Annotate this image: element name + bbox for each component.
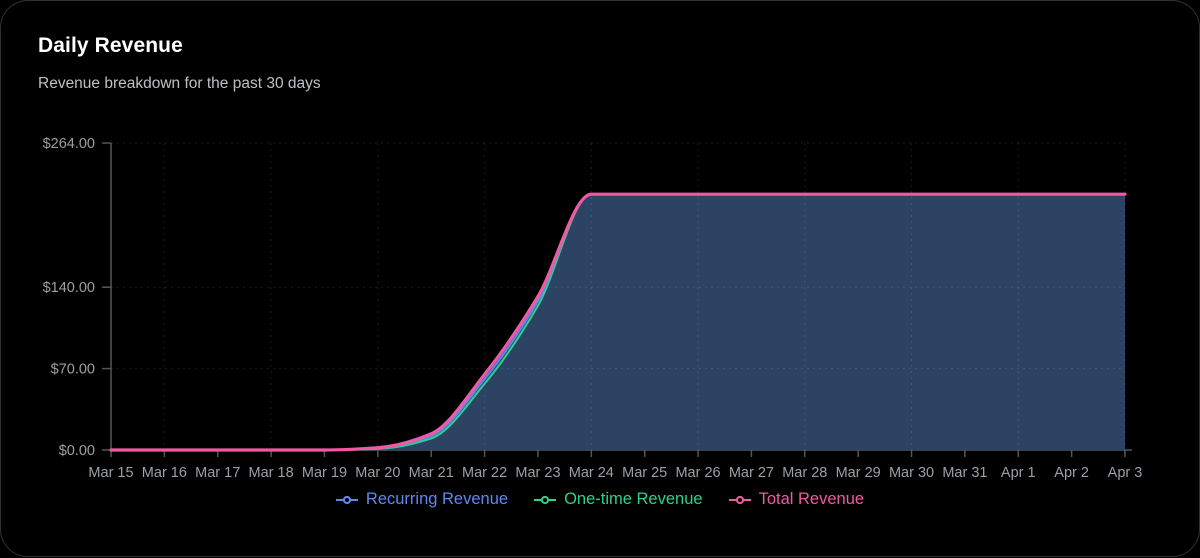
x-tick-label: Apr 1 bbox=[1001, 465, 1036, 481]
y-tick-label: $264.00 bbox=[43, 136, 95, 152]
legend-label: One-time Revenue bbox=[564, 490, 703, 508]
series-line-total-revenue bbox=[109, 192, 1127, 452]
x-tick-label: Mar 25 bbox=[622, 465, 667, 481]
y-tick-label: $0.00 bbox=[59, 443, 95, 459]
x-tick-label: Mar 22 bbox=[462, 465, 507, 481]
legend-item-recurring-revenue[interactable]: Recurring Revenue bbox=[335, 490, 509, 509]
chart-legend: Recurring Revenue One-time Revenue Total… bbox=[1, 490, 1199, 509]
chart-subtitle: Revenue breakdown for the past 30 days bbox=[38, 75, 321, 92]
x-tick-label: Apr 3 bbox=[1108, 465, 1143, 481]
line-marker-icon bbox=[335, 495, 358, 504]
x-tick-label: Mar 27 bbox=[729, 465, 774, 481]
x-tick-label: Mar 30 bbox=[889, 465, 934, 481]
x-tick-label: Apr 2 bbox=[1054, 465, 1089, 481]
page-title: Daily Revenue bbox=[38, 34, 183, 57]
x-tick-label: Mar 26 bbox=[675, 465, 720, 481]
x-tick-label: Mar 23 bbox=[515, 465, 560, 481]
x-tick-label: Mar 29 bbox=[836, 465, 881, 481]
legend-item-total-revenue[interactable]: Total Revenue bbox=[728, 490, 865, 509]
x-tick-label: Mar 24 bbox=[569, 465, 614, 481]
x-tick-label: Mar 15 bbox=[88, 465, 133, 481]
x-tick-label: Mar 31 bbox=[942, 465, 987, 481]
y-tick-label: $140.00 bbox=[43, 280, 95, 296]
line-marker-icon bbox=[728, 495, 751, 504]
revenue-area-fill bbox=[111, 194, 1125, 450]
line-marker-icon bbox=[534, 495, 557, 504]
x-tick-label: Mar 28 bbox=[782, 465, 827, 481]
x-tick-label: Mar 20 bbox=[355, 465, 400, 481]
legend-label: Total Revenue bbox=[758, 490, 865, 508]
y-tick-label: $70.00 bbox=[51, 362, 95, 378]
x-tick-label: Mar 18 bbox=[249, 465, 294, 481]
legend-label: Recurring Revenue bbox=[365, 490, 509, 508]
x-tick-label: Mar 17 bbox=[195, 465, 240, 481]
x-tick-label: Mar 19 bbox=[302, 465, 347, 481]
x-tick-label: Mar 16 bbox=[142, 465, 187, 481]
x-tick-label: Mar 21 bbox=[409, 465, 454, 481]
legend-item-one-time-revenue[interactable]: One-time Revenue bbox=[534, 490, 703, 509]
